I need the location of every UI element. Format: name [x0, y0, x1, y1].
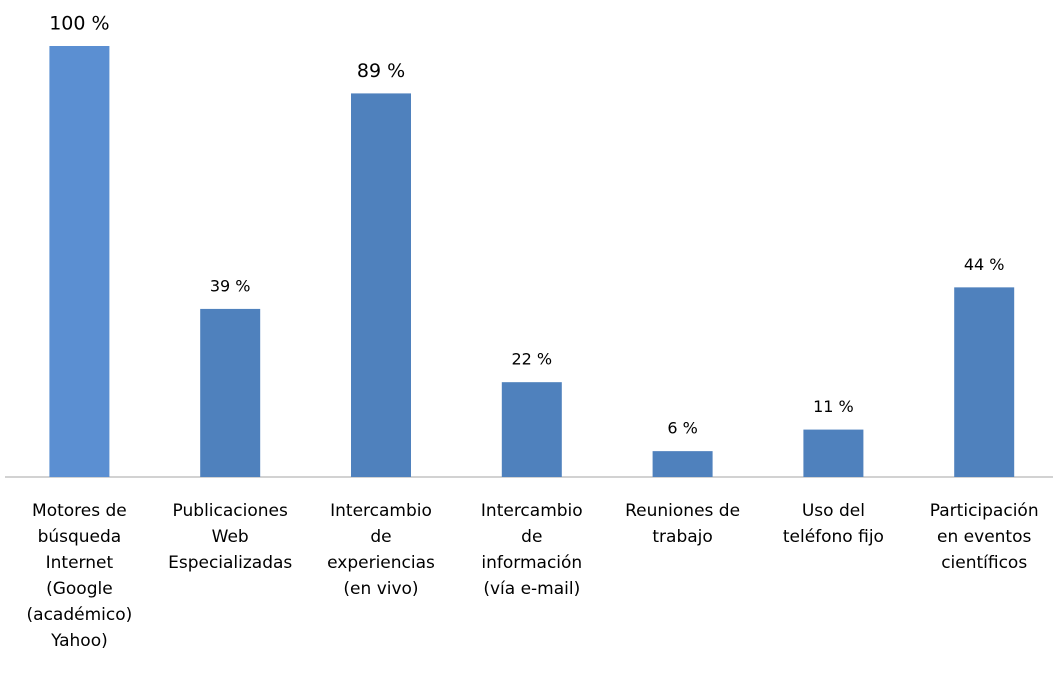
- x-tick-label: Especializadas: [168, 553, 292, 573]
- x-tick-label: trabajo: [652, 527, 712, 547]
- value-label: 44 %: [964, 255, 1005, 274]
- x-tick-label: teléfono fijo: [783, 527, 884, 547]
- bar: [501, 382, 562, 477]
- bar: [200, 308, 261, 477]
- value-label: 6 %: [667, 419, 697, 438]
- x-tick-label: Publicaciones: [173, 501, 288, 521]
- x-tick-label: (en vivo): [343, 579, 418, 599]
- x-tick-label: Internet: [46, 553, 114, 573]
- x-tick-label: búsqueda: [38, 527, 122, 547]
- x-tick-label: información: [481, 553, 582, 573]
- x-tick-label: Participación: [930, 501, 1039, 521]
- x-tick-label: Yahoo): [50, 631, 108, 651]
- x-tick-label: Intercambio: [330, 501, 432, 521]
- value-label: 89 %: [357, 60, 405, 82]
- bar: [954, 287, 1015, 477]
- value-label: 100 %: [49, 13, 109, 35]
- x-tick-label: Reuniones de: [625, 501, 740, 521]
- x-tick-label: Uso del: [802, 501, 865, 521]
- x-tick-label: (vía e-mail): [483, 579, 580, 599]
- value-label: 39 %: [210, 276, 251, 295]
- x-tick-label: Motores de: [32, 501, 127, 521]
- value-label: 22 %: [511, 350, 552, 369]
- x-tick-label: Web: [212, 527, 249, 547]
- x-tick-label: de: [370, 527, 391, 547]
- bar: [49, 46, 110, 477]
- x-tick-label: de: [521, 527, 542, 547]
- x-tick-label: experiencias: [327, 553, 435, 573]
- bar: [803, 429, 864, 477]
- x-tick-label: en eventos: [937, 527, 1031, 547]
- x-tick-label: (Google: [46, 579, 113, 599]
- x-tick-label: Intercambio: [481, 501, 583, 521]
- bar: [652, 451, 713, 477]
- bar: [351, 93, 411, 477]
- value-label: 11 %: [813, 397, 854, 416]
- x-tick-label: científicos: [941, 553, 1027, 573]
- x-tick-label: (académico): [27, 605, 133, 625]
